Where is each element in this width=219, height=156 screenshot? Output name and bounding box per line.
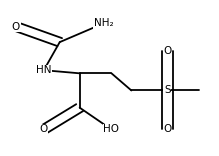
Text: O: O (163, 124, 171, 134)
Text: O: O (163, 46, 171, 56)
Text: HN: HN (36, 65, 51, 75)
Text: HO: HO (104, 124, 120, 134)
Text: S: S (164, 85, 171, 95)
Text: O: O (40, 124, 48, 134)
Text: O: O (12, 22, 20, 32)
Text: NH₂: NH₂ (94, 18, 113, 28)
